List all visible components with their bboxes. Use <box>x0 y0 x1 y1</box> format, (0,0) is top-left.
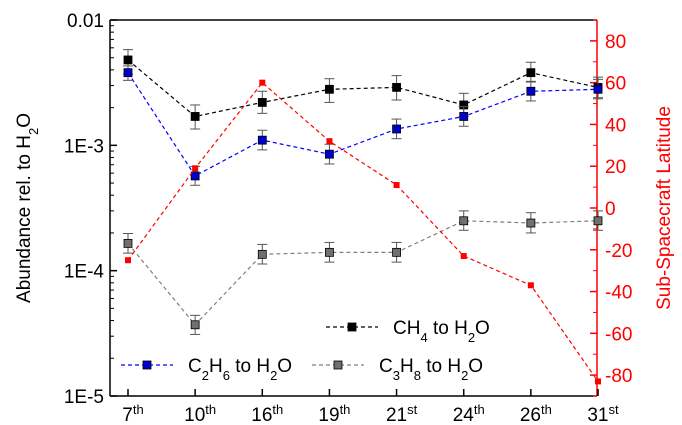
series-1-point <box>325 149 334 159</box>
legend: CH4 to H2O C2H6 to H2O C3H8 to H2O <box>121 318 490 383</box>
series-1-point <box>257 135 267 145</box>
series-0-point <box>325 84 334 94</box>
series-2-point <box>325 247 334 257</box>
series-2-point <box>593 216 603 226</box>
series-2-point <box>526 218 536 228</box>
series-3-point <box>460 253 467 260</box>
x-tick-label: 16th <box>251 402 283 425</box>
series-3-point <box>393 182 400 189</box>
x-tick-label: 19th <box>318 402 350 425</box>
series-0-line <box>127 59 599 118</box>
right-tick-label: 80 <box>605 32 626 53</box>
series-1-point <box>392 124 401 134</box>
series-1-point <box>123 68 133 78</box>
series-3-point <box>259 79 266 86</box>
series-0-point <box>123 55 133 65</box>
series-0-point <box>190 112 200 121</box>
legend-label: CH4 to H2O <box>393 318 490 345</box>
right-tick-label: -40 <box>605 283 632 304</box>
legend-label: C2H6 to H2O <box>188 356 292 383</box>
series-1-point <box>526 86 536 96</box>
right-tick-label: -60 <box>605 324 632 345</box>
x-tick-label: 21st <box>386 402 418 425</box>
series-3-point <box>125 257 131 264</box>
right-tick-label: 0 <box>605 199 616 220</box>
left-axis-label: Abundance rel. to H2O <box>14 113 41 303</box>
series-2-point <box>123 239 133 248</box>
right-tick-label: 20 <box>605 157 626 178</box>
x-tick-label: 10th <box>184 402 216 425</box>
x-tick-label: 7th <box>122 402 143 425</box>
series-2-point <box>257 249 267 259</box>
series-1-line <box>127 72 599 177</box>
series-3-line <box>127 81 599 382</box>
series-layer <box>123 49 603 385</box>
x-tick-label: 31st <box>587 402 619 425</box>
left-tick-label: 0.01 <box>67 11 104 32</box>
series-3-point <box>595 378 601 385</box>
right-tick-label: -80 <box>605 366 632 387</box>
right-tick-label: 40 <box>605 115 626 136</box>
legend-marker <box>347 322 357 332</box>
legend-item-2: C3H8 to H2O <box>312 356 483 383</box>
x-tick-label: 24th <box>453 402 485 425</box>
right-tick-label: 60 <box>605 74 626 95</box>
series-2-point <box>392 247 401 257</box>
legend-marker <box>142 360 152 370</box>
series-1-point <box>459 112 469 121</box>
legend-item-1: C2H6 to H2O <box>121 356 292 383</box>
series-2-point <box>459 216 469 226</box>
x-axis: 7th 10th 16th 19th 21st 24th 26th 31st <box>122 389 619 425</box>
series-3-point <box>192 165 199 172</box>
series-2-line <box>127 220 599 326</box>
series-0-point <box>392 82 401 92</box>
legend-label: C3H8 to H2O <box>379 356 483 383</box>
series-1-point <box>593 84 603 94</box>
x-tick-label: 26th <box>520 402 552 425</box>
series-1-point <box>190 171 200 181</box>
right-axis: 80 60 40 20 0 -20 -40 -60 -80 Sub-Spacecraft Lati… <box>590 19 675 397</box>
left-tick-label: 1E-4 <box>64 262 105 283</box>
series-0-point <box>257 98 267 107</box>
left-axis: 0.01 1E-3 1E-4 1E-5 Abundance rel. to H2O <box>14 11 117 408</box>
series-3-point <box>326 138 333 145</box>
right-axis-label: Sub-Spacecraft Latitude <box>654 106 675 310</box>
series-2-point <box>190 320 200 330</box>
legend-item-0: CH4 to H2O <box>326 318 490 345</box>
left-tick-label: 1E-3 <box>64 136 104 157</box>
right-tick-label: -20 <box>605 241 632 262</box>
legend-marker <box>333 360 343 370</box>
left-tick-label: 1E-5 <box>64 387 104 408</box>
series-3-point <box>527 282 534 289</box>
series-0-point <box>526 68 536 78</box>
